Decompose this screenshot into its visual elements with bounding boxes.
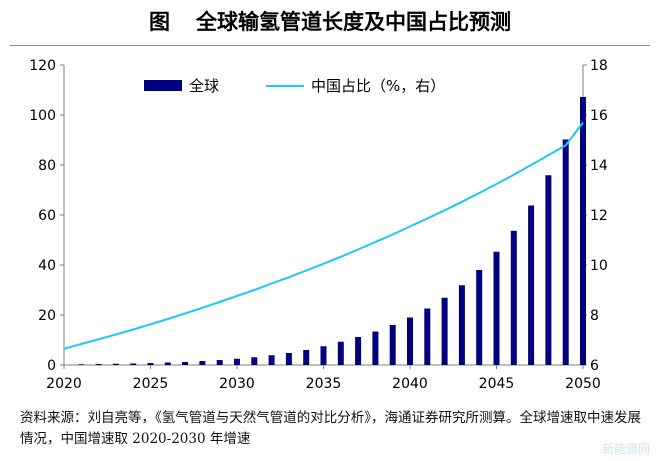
figure-label: 图 xyxy=(149,9,170,34)
bar xyxy=(268,355,275,365)
bar xyxy=(164,362,171,365)
line-series-china-share xyxy=(63,121,584,350)
bar xyxy=(476,270,483,365)
right-tick-label: 6 xyxy=(590,358,599,374)
bar xyxy=(562,139,569,365)
bar xyxy=(112,363,119,365)
bar-series-global xyxy=(78,97,586,365)
bar xyxy=(458,285,465,365)
bar xyxy=(407,317,413,365)
left-tick-label: 20 xyxy=(38,308,56,324)
bar xyxy=(493,251,500,365)
x-tick-label: 2045 xyxy=(479,376,515,392)
left-tick-label: 60 xyxy=(38,208,56,224)
bar xyxy=(147,363,154,365)
x-tick-label: 2030 xyxy=(219,376,255,392)
bar xyxy=(510,230,517,365)
bar xyxy=(441,297,448,365)
right-tick-label: 8 xyxy=(590,308,599,324)
chart-title: 图 全球输氢管道长度及中国占比预测 xyxy=(0,6,660,36)
bar xyxy=(78,364,85,365)
right-tick-label: 12 xyxy=(590,208,608,224)
x-tick-label: 2050 xyxy=(565,376,601,392)
bar xyxy=(234,358,240,365)
right-tick-label: 18 xyxy=(590,58,608,74)
left-tick-label: 80 xyxy=(38,158,56,174)
x-tick-label: 2025 xyxy=(133,376,169,392)
x-tick-label: 2040 xyxy=(392,376,428,392)
right-tick-label: 10 xyxy=(590,258,608,274)
bar xyxy=(130,363,137,365)
source-note: 资料来源：刘自亮等，《氢气管道与天然气管道的对比分析》，海通证券研究所测算。全球… xyxy=(20,408,645,450)
bar xyxy=(320,346,327,365)
bar xyxy=(95,364,102,365)
bar xyxy=(372,331,379,365)
bar xyxy=(545,175,552,365)
bar xyxy=(303,350,310,365)
left-tick-label: 120 xyxy=(29,58,56,74)
title-divider xyxy=(10,45,650,46)
bar xyxy=(528,205,535,365)
title-text: 全球输氢管道长度及中国占比预测 xyxy=(196,9,511,34)
source-text: 资料来源：刘自亮等，《氢气管道与天然气管道的对比分析》，海通证券研究所测算。全球… xyxy=(20,410,641,447)
bar xyxy=(337,341,344,365)
left-tick-label: 100 xyxy=(29,108,56,124)
x-tick-label: 2020 xyxy=(46,376,82,392)
legend-bar-label: 全球 xyxy=(189,77,219,95)
left-tick-label: 40 xyxy=(38,258,56,274)
bar xyxy=(285,353,292,365)
left-tick-label: 0 xyxy=(47,358,56,374)
bar xyxy=(199,361,206,365)
x-tick-label: 2035 xyxy=(306,376,342,392)
legend: 全球 中国占比（%，右） xyxy=(144,77,445,95)
watermark: 新能源网 xyxy=(601,442,650,456)
bar xyxy=(580,97,586,365)
bar xyxy=(355,337,362,365)
legend-line-label: 中国占比（%，右） xyxy=(311,77,445,95)
right-tick-label: 16 xyxy=(590,108,608,124)
legend-bar-swatch xyxy=(144,80,182,91)
bar xyxy=(424,308,431,365)
bar xyxy=(251,357,258,365)
bar xyxy=(182,362,189,365)
right-tick-label: 14 xyxy=(590,158,608,174)
bar xyxy=(216,360,223,365)
axes xyxy=(60,64,587,369)
bar xyxy=(389,325,396,365)
